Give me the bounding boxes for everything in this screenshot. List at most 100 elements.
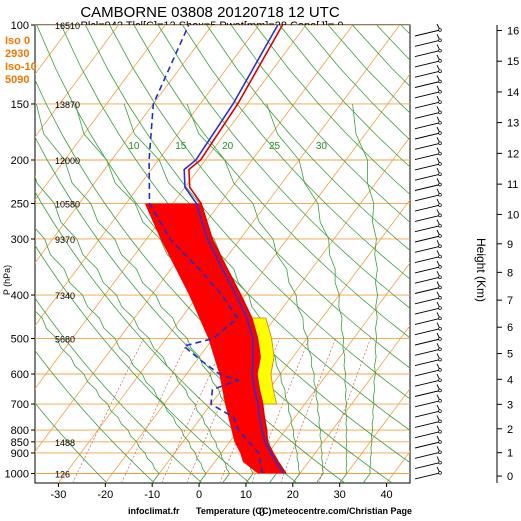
x-tick-label: 10 (240, 489, 252, 501)
mixing-ratio-label: 25 (269, 141, 281, 152)
wind-barb-staff (414, 235, 441, 243)
wind-barb-station (438, 440, 442, 444)
dry-adiabat-line (109, 25, 410, 369)
wind-barb-station (438, 429, 442, 434)
footer-copyright: (C) (259, 506, 272, 516)
y-tick-label: 500 (11, 333, 29, 345)
wind-barb-staff (414, 214, 441, 222)
wind-barb-staff (414, 451, 441, 459)
wind-barb-staff (414, 348, 441, 356)
wind-barb-staff (414, 359, 441, 367)
wind-barb-staff (414, 390, 441, 397)
mixing-ratio-label: 20 (222, 141, 234, 152)
x-tick-label: -10 (144, 489, 160, 501)
wind-barb-staff (414, 472, 441, 480)
wind-barb-staff (414, 410, 441, 418)
height-tick-label: 0 (507, 471, 513, 483)
sounding-series (144, 25, 287, 474)
wind-barb-staff (414, 369, 441, 377)
wind-barb-station (438, 79, 442, 84)
wind-barb-station (438, 141, 442, 146)
isotherm-line (339, 387, 410, 483)
height-tick-label: 4 (507, 374, 513, 386)
wind-barb-station (438, 151, 442, 156)
height-label: 126 (55, 469, 70, 479)
isotherm-line (245, 262, 410, 483)
wind-barb-staff (414, 122, 441, 130)
wind-barb-staff (414, 29, 441, 37)
wind-barb-staff (414, 39, 441, 47)
wind-barb-station (438, 244, 442, 249)
wind-barb-staff (414, 317, 441, 325)
dry-adiabat-line (85, 25, 410, 400)
wind-barb-staff (414, 70, 441, 78)
mixing-ratio-label: 10 (128, 141, 140, 152)
dry-adiabat-line (35, 297, 203, 483)
wind-barb-station (438, 110, 442, 115)
height-tick-label: 3 (507, 399, 513, 411)
dry-adiabat-line (35, 136, 345, 483)
isotherm-line (151, 136, 410, 483)
wind-barb-station (438, 38, 442, 43)
y-tick-label: 600 (11, 369, 29, 381)
wind-barb-staff (414, 297, 441, 305)
grid-lines (0, 25, 410, 483)
y-tick-label: 1000 (5, 468, 29, 480)
temperature-line (188, 25, 287, 474)
footer-left: infoclimat.fr (128, 506, 180, 516)
wind-barb-staff (414, 163, 441, 171)
wind-barb-staff (414, 266, 441, 274)
mixing-ratio-label: 15 (175, 141, 187, 152)
wind-barb-staff (414, 462, 441, 470)
wind-barb-staff (414, 256, 441, 264)
wind-barb-staff (414, 60, 441, 68)
chart-title: CAMBORNE 03808 20120718 12 UTC (80, 4, 339, 21)
iso0-value: 2930 (5, 48, 29, 60)
wind-barb-staff (414, 287, 441, 294)
moist-adiabat-line (352, 103, 378, 483)
wind-barb-staff (414, 173, 441, 181)
isotherm-line (0, 25, 25, 483)
wind-barb-station (438, 131, 442, 135)
x-tick-label: -30 (50, 489, 66, 501)
isotherm-line (35, 25, 307, 390)
height-label: 12000 (55, 156, 80, 166)
isotherm-line (35, 25, 260, 327)
isotherm-line (35, 25, 119, 138)
x-tick-label: 30 (334, 489, 346, 501)
wind-barb-staff (414, 338, 441, 346)
y-axis-label: P (hPa) (2, 265, 12, 295)
height-tick-label: 13 (507, 118, 519, 130)
wind-barb-staff (414, 142, 441, 150)
dry-adiabat-line (35, 402, 108, 483)
wind-barb-staff (414, 101, 441, 109)
wind-barb-staff (414, 441, 441, 449)
y-tick-label: 850 (11, 437, 29, 449)
wind-barb-station (438, 28, 442, 32)
wind-barb-station (438, 234, 442, 238)
height-tick-label: 7 (507, 295, 513, 307)
wind-barb-staff (414, 245, 441, 253)
moist-adiabat-line (123, 103, 301, 483)
wind-barb-staff (414, 111, 441, 119)
wind-barb-station (438, 120, 442, 125)
wind-barb-station (438, 213, 442, 218)
dry-adiabat-line (36, 25, 410, 464)
wind-barb-station (438, 471, 442, 475)
height-tick-label: 5 (507, 349, 513, 361)
wind-barb-station (438, 265, 442, 269)
height-tick-label: 10 (507, 209, 519, 221)
wind-barb-station (438, 182, 442, 187)
wind-barb-staff (414, 153, 441, 161)
isotherm-line (35, 25, 213, 264)
wind-barb-station (438, 378, 442, 382)
wind-barb-staff (414, 276, 441, 284)
isotherm-line (292, 325, 410, 483)
wind-barb-station (438, 450, 442, 455)
wind-barb-staff (414, 132, 441, 140)
wind-barb-staff (414, 400, 441, 408)
y-tick-label: 200 (11, 155, 29, 167)
wind-barb-station (438, 275, 442, 279)
x-tick-label: 40 (380, 489, 392, 501)
